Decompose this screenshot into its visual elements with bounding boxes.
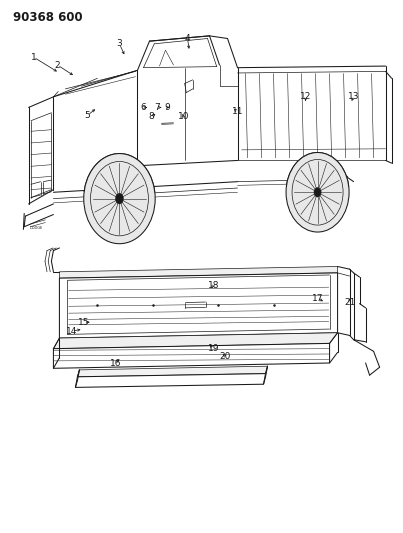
Text: 16: 16 (110, 359, 121, 367)
Text: 19: 19 (208, 344, 219, 353)
Text: 1: 1 (31, 53, 36, 62)
Text: 4: 4 (185, 34, 190, 43)
Text: 12: 12 (300, 92, 311, 101)
Text: 90368 600: 90368 600 (13, 11, 83, 24)
Ellipse shape (115, 193, 123, 204)
Polygon shape (59, 266, 338, 278)
Polygon shape (54, 333, 338, 349)
Text: 10: 10 (178, 112, 189, 122)
Text: 7: 7 (155, 103, 160, 112)
Text: 5: 5 (85, 111, 90, 120)
Polygon shape (59, 273, 338, 338)
Text: 13: 13 (348, 92, 359, 101)
Text: 3: 3 (116, 39, 123, 49)
Text: 2: 2 (55, 61, 60, 69)
Text: 20: 20 (220, 352, 231, 361)
Ellipse shape (84, 154, 155, 244)
Text: 18: 18 (208, 280, 219, 289)
Text: 8: 8 (149, 112, 154, 122)
Text: 11: 11 (232, 107, 243, 116)
Text: 6: 6 (141, 103, 146, 112)
Text: 14: 14 (66, 327, 77, 336)
Text: DODGE: DODGE (30, 227, 43, 230)
Ellipse shape (286, 152, 349, 232)
Text: 21: 21 (344, 298, 355, 307)
Text: 17: 17 (312, 294, 323, 303)
Polygon shape (54, 343, 330, 368)
Text: 9: 9 (164, 103, 170, 112)
Text: 15: 15 (78, 318, 89, 327)
Polygon shape (77, 366, 268, 377)
Polygon shape (75, 374, 266, 387)
Ellipse shape (314, 188, 321, 197)
